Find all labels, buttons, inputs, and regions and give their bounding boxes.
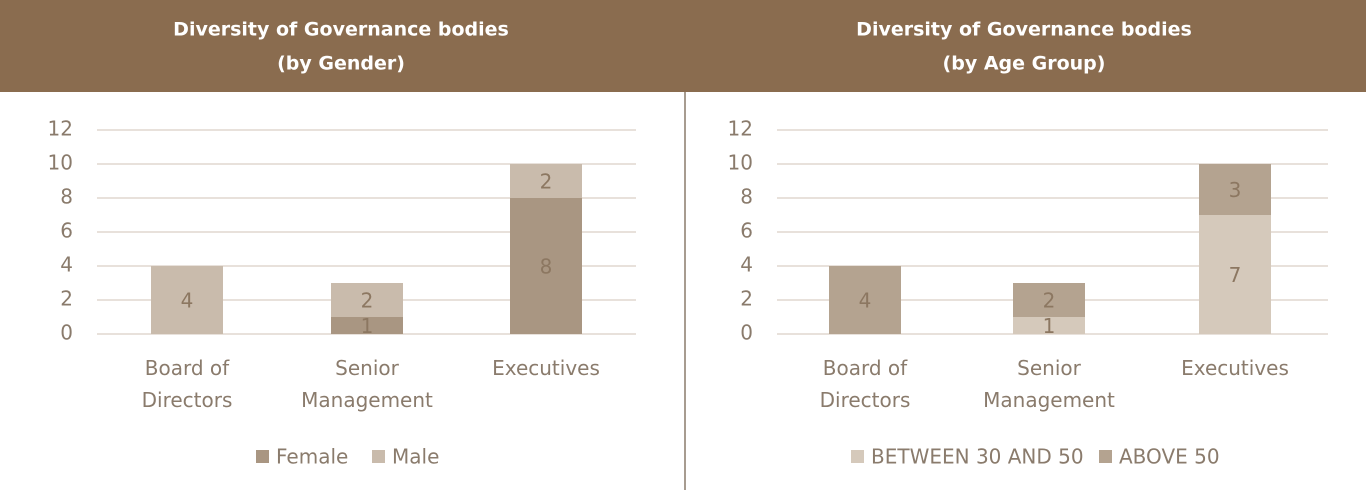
bar-segment (1199, 164, 1271, 215)
y-tick-label: 10 (728, 151, 753, 175)
y-tick-label: 12 (728, 117, 753, 141)
chart-subtitle: (by Gender) (277, 53, 405, 75)
data-label: 4 (859, 289, 872, 313)
legend-label: BETWEEN 30 AND 50 (871, 445, 1084, 469)
legend-label: ABOVE 50 (1119, 445, 1220, 469)
legend-swatch (372, 450, 385, 463)
bar-segment (829, 266, 901, 334)
bar-segment (1199, 215, 1271, 334)
bar-segment (1013, 283, 1085, 317)
chart-title: Diversity of Governance bodies (856, 19, 1192, 41)
y-tick-label: 8 (740, 185, 753, 209)
data-label: 2 (540, 170, 553, 194)
data-label: 3 (1229, 178, 1242, 202)
x-tick-label: Executives (492, 356, 600, 380)
y-tick-label: 2 (740, 287, 753, 311)
legend-swatch (1099, 450, 1112, 463)
y-tick-label: 12 (48, 117, 73, 141)
bar-segment (510, 198, 582, 334)
y-tick-label: 10 (48, 151, 73, 175)
data-label: 1 (1043, 314, 1056, 338)
x-tick-label: Executives (1181, 356, 1289, 380)
legend-swatch (851, 450, 864, 463)
legend-label: Male (392, 445, 439, 469)
chart-title: Diversity of Governance bodies (173, 19, 509, 41)
y-tick-label: 6 (740, 219, 753, 243)
y-tick-label: 6 (60, 219, 73, 243)
data-label: 8 (540, 255, 553, 279)
data-label: 7 (1229, 263, 1242, 287)
legend-label: Female (276, 445, 348, 469)
bar-segment (151, 266, 223, 334)
data-label: 2 (361, 289, 374, 313)
y-tick-label: 0 (740, 321, 753, 345)
chart-subtitle: (by Age Group) (943, 53, 1106, 75)
y-tick-label: 0 (60, 321, 73, 345)
bar-segment (1013, 317, 1085, 334)
y-tick-label: 2 (60, 287, 73, 311)
data-label: 1 (361, 314, 374, 338)
legend-swatch (256, 450, 269, 463)
x-tick-label: Senior Management (983, 356, 1115, 412)
header-band (0, 0, 1366, 92)
bar-segment (331, 283, 403, 317)
x-tick-label: Senior Management (301, 356, 433, 412)
bar-segment (331, 317, 403, 334)
y-tick-label: 4 (60, 253, 73, 277)
x-tick-label: Board of Directors (819, 356, 911, 412)
bar-segment (510, 164, 582, 198)
x-tick-label: Board of Directors (141, 356, 233, 412)
data-label: 2 (1043, 289, 1056, 313)
data-label: 4 (181, 289, 194, 313)
y-tick-label: 8 (60, 185, 73, 209)
y-tick-label: 4 (740, 253, 753, 277)
